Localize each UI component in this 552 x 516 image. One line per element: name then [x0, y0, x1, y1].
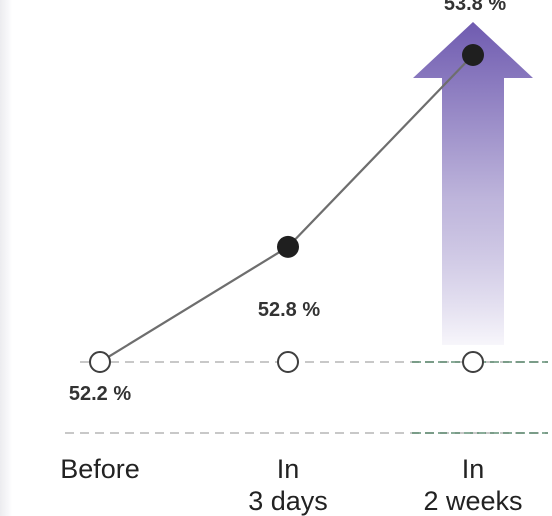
data-point-2 — [462, 44, 484, 66]
category-label-0: Before — [60, 454, 140, 484]
left-border — [0, 0, 12, 516]
baseline-marker-2 — [462, 351, 484, 373]
category-label-2: In 2 weeks — [423, 454, 522, 516]
category-label-1: In 3 days — [248, 454, 328, 516]
data-point-1 — [277, 235, 299, 258]
highlight-up-arrow — [413, 22, 533, 345]
data-point-0 — [89, 351, 111, 373]
data-label-1: 52.8 % — [258, 299, 320, 321]
data-label-0: 52.2 % — [69, 383, 131, 405]
baseline-marker-1 — [277, 351, 299, 373]
data-label-2: 53.8 % — [444, 0, 506, 15]
